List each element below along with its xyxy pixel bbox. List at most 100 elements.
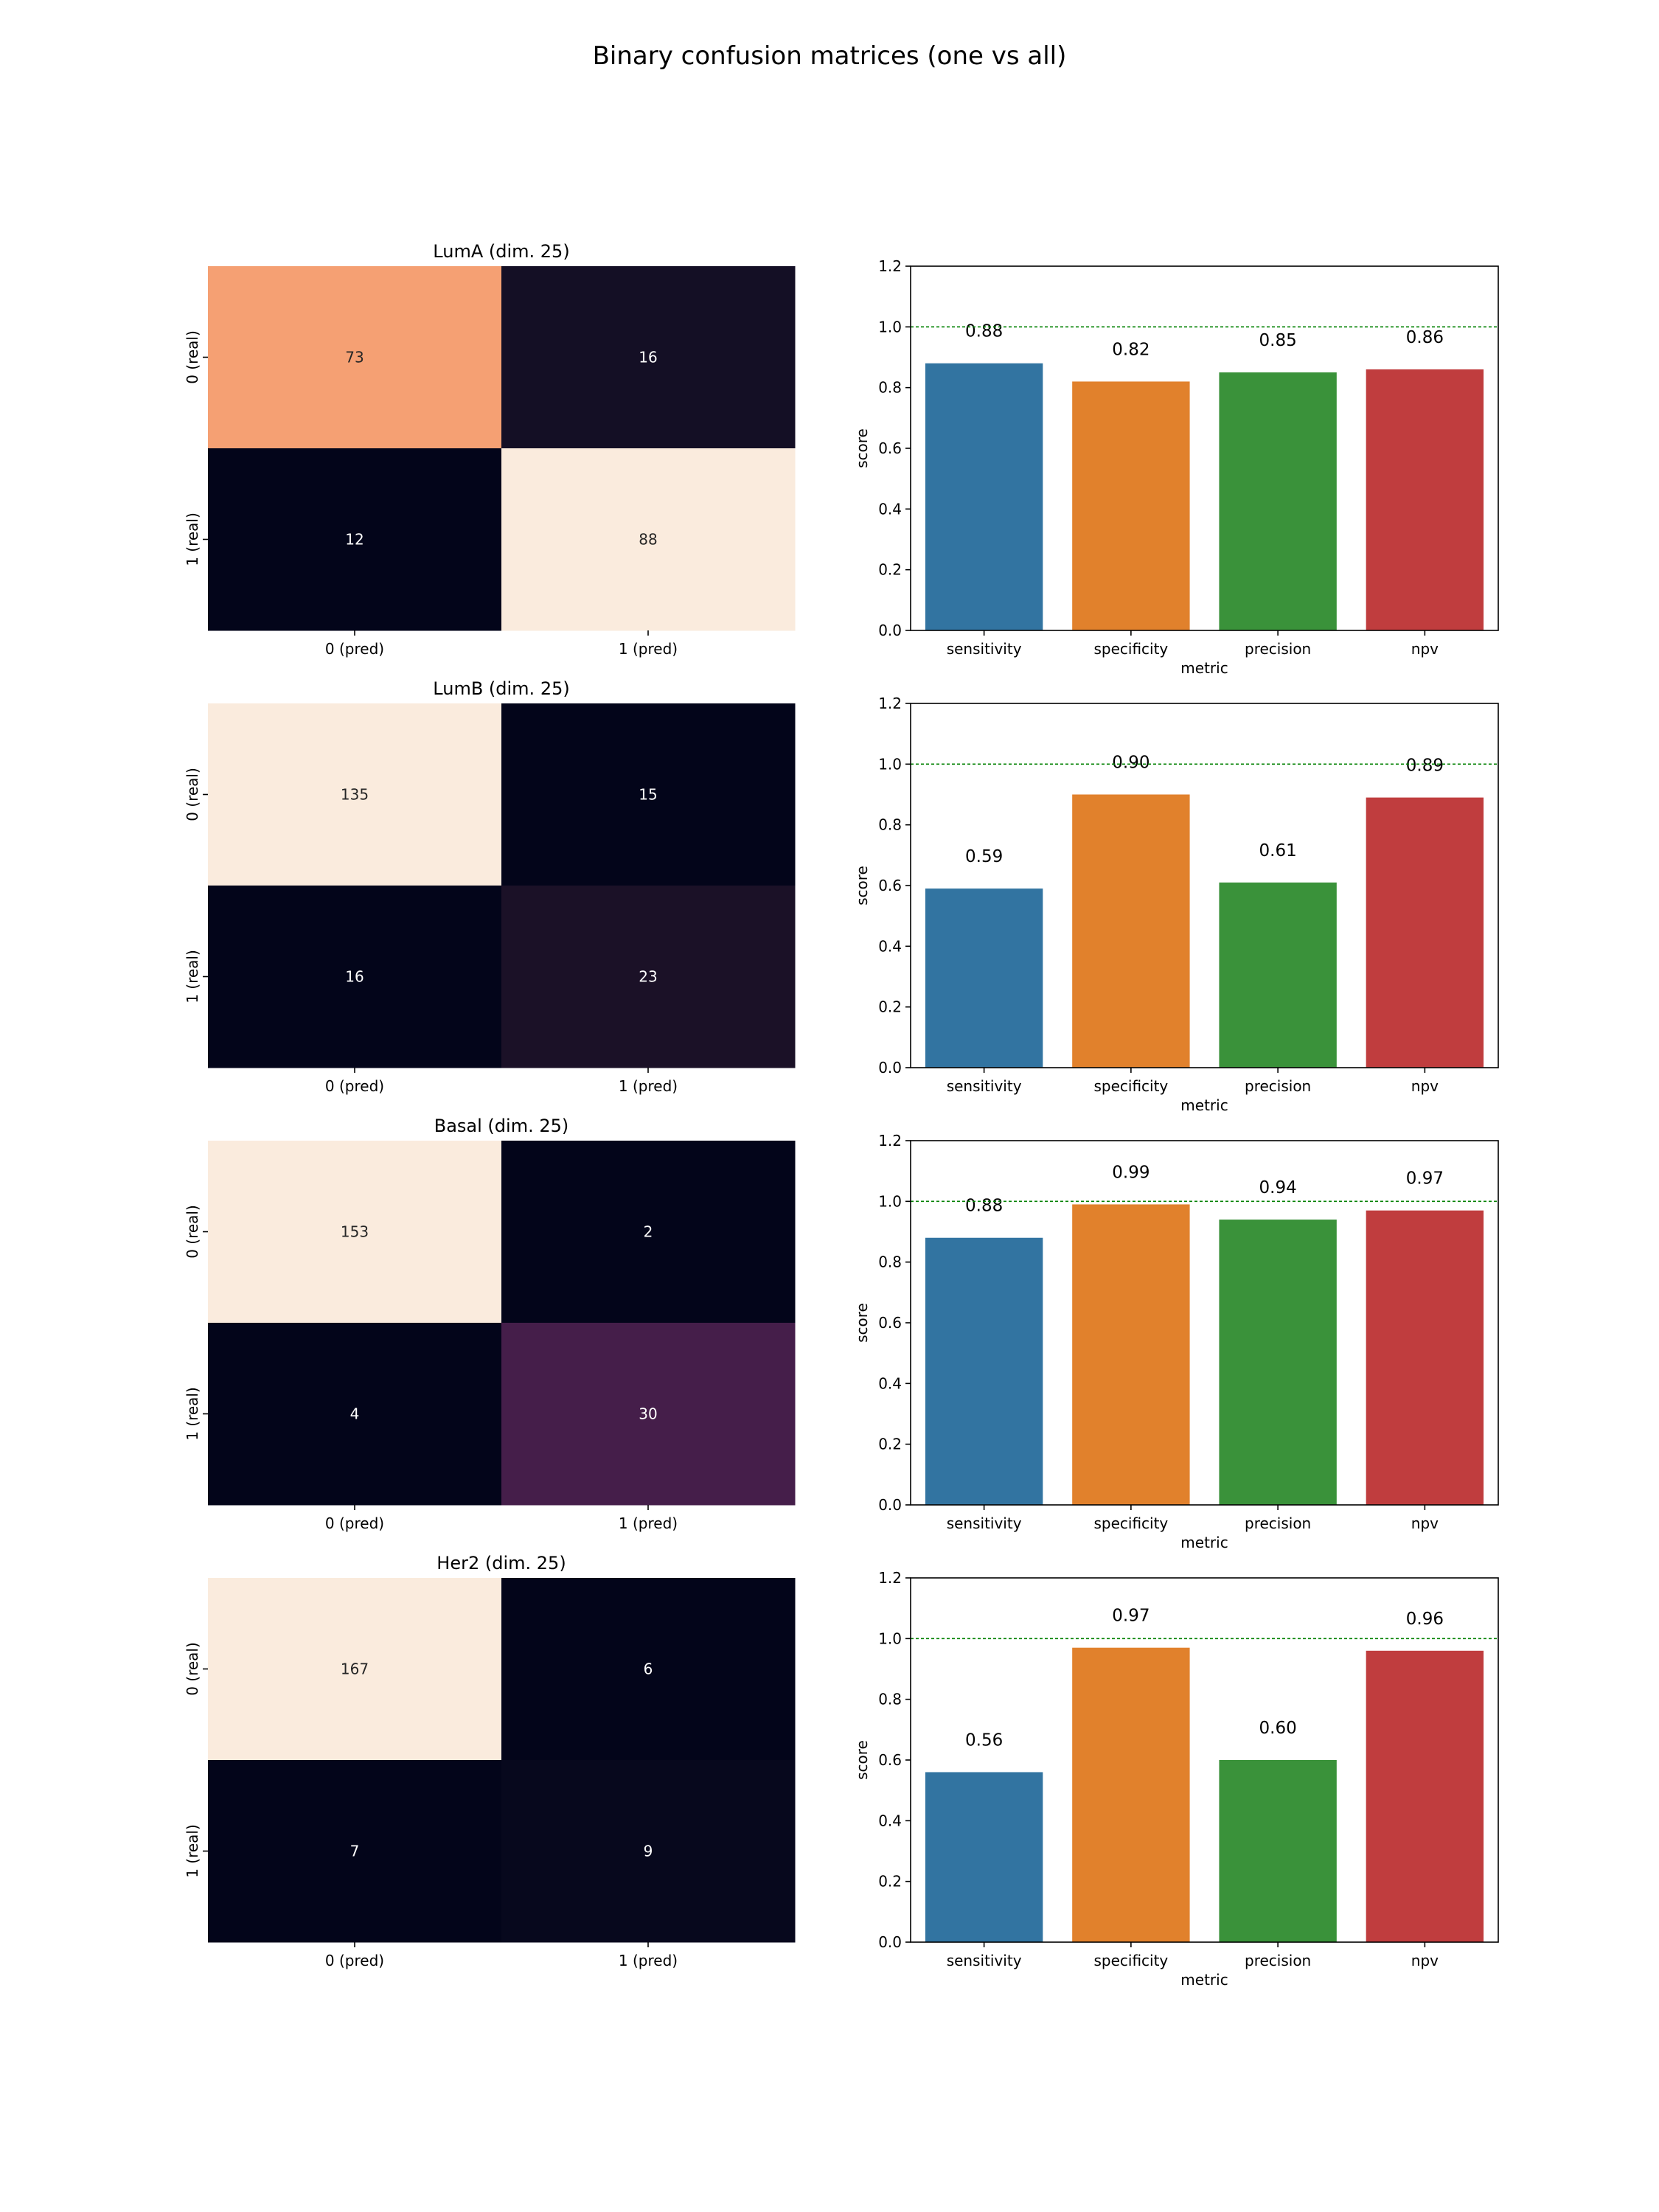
y-tick-label: 0 (real) [184,1205,201,1259]
y-tick-label: 1 (real) [184,950,201,1004]
y-tick-label: 0.6 [878,439,902,457]
heatmap-cell-value: 6 [644,1660,653,1678]
bar-value-label: 0.82 [1112,340,1150,359]
heatmap-cell-value: 88 [639,531,657,549]
y-tick-label: 0.4 [878,1374,902,1392]
x-tick-label: specificity [1093,1952,1168,1969]
heatmap-cell [208,448,502,631]
bar-value-label: 0.94 [1259,1178,1297,1197]
heatmap-cell-value: 153 [341,1223,369,1241]
y-tick-label: 1.0 [878,318,902,335]
heatmap-cell-value: 16 [639,349,657,366]
y-tick-label: 0.0 [878,1059,902,1077]
heatmap-cell [208,266,502,449]
x-tick-label: specificity [1093,1514,1168,1532]
x-tick-label: 0 (pred) [325,1514,384,1532]
bar [1072,1647,1190,1942]
bar-value-label: 0.97 [1406,1169,1444,1189]
y-axis-label: score [853,428,871,468]
x-tick-label: precision [1245,1077,1311,1095]
heatmap-panel: LumB (dim. 25) 135 15 16 23 0 (pred) 1 (pred) 0… [184,678,796,1095]
bar [1072,381,1190,630]
panels: LumA (dim. 25) 73 16 12 88 0 (pred) 1 (pred) 0 … [184,241,1499,1989]
heatmap-cell [501,266,796,449]
bar-chart-panel: 0.0 0.2 0.4 0.6 0.8 1.0 1.2 0.88 sensitivity 0.82… [853,257,1499,677]
heatmap-cell-value: 30 [639,1405,657,1423]
heatmap-cell-value: 2 [644,1223,653,1241]
y-tick-label: 0.6 [878,1751,902,1769]
bar-value-label: 0.59 [965,847,1003,866]
heatmap-cell [501,1323,796,1506]
y-axis-label: score [853,1740,871,1780]
x-tick-label: precision [1245,640,1311,658]
x-tick-label: sensitivity [947,1077,1022,1095]
axes-frame [910,1577,1499,1943]
y-tick-label: 0.2 [878,1436,902,1453]
bar-value-label: 0.61 [1259,841,1297,860]
x-tick-label: 0 (pred) [325,640,384,658]
x-tick-label: precision [1245,1952,1311,1969]
heatmap-cell [208,1578,502,1761]
bar [925,888,1043,1068]
bar [1219,1220,1337,1505]
y-tick-label: 0.2 [878,1873,902,1891]
axes-frame [910,265,1499,631]
x-tick-label: sensitivity [947,1952,1022,1969]
y-tick-label: 0 (real) [184,768,201,821]
heatmap-cell [501,1578,796,1761]
x-tick-label: npv [1411,1077,1439,1095]
x-tick-label: precision [1245,1514,1311,1532]
x-tick-label: specificity [1093,640,1168,658]
heatmap-panel: Basal (dim. 25) 153 2 4 30 0 (pred) 1 (pred) 0 … [184,1116,796,1532]
axes-frame [910,1140,1499,1506]
y-axis-label: score [853,1303,871,1343]
heatmap-panel: LumA (dim. 25) 73 16 12 88 0 (pred) 1 (pred) 0 … [184,241,796,658]
x-tick-label: sensitivity [947,1514,1022,1532]
y-tick-label: 1.2 [878,1569,902,1587]
y-tick-label: 0.8 [878,1253,902,1271]
y-tick-label: 0.8 [878,379,902,397]
heatmap-cell [208,703,502,886]
x-tick-label: 1 (pred) [619,1952,678,1969]
heatmap-cell-value: 73 [345,349,364,366]
bar [1366,1650,1484,1942]
bar [1219,1760,1337,1942]
heatmap-cell-value: 16 [345,968,364,986]
bar-chart-panel: 0.0 0.2 0.4 0.6 0.8 1.0 1.2 0.59 sensitivity 0.90… [853,695,1499,1114]
heatmap-cell [501,703,796,886]
heatmap-cell [501,886,796,1068]
bar [925,1237,1043,1505]
heatmap-cell [208,1760,502,1943]
x-tick-label: 1 (pred) [619,1077,678,1095]
heatmap-cell [208,1141,502,1324]
bar [925,1772,1043,1942]
heatmap-title: Basal (dim. 25) [434,1116,568,1136]
y-tick-label: 1 (real) [184,1824,201,1878]
heatmap-cell [208,1323,502,1506]
heatmap-panel: Her2 (dim. 25) 167 6 7 9 0 (pred) 1 (pred) 0 (r… [184,1553,796,1969]
bar-chart-panel: 0.0 0.2 0.4 0.6 0.8 1.0 1.2 0.88 sensitivity 0.99… [853,1132,1499,1551]
y-tick-label: 1.0 [878,1630,902,1647]
y-tick-label: 0.2 [878,998,902,1016]
heatmap-cell [501,1141,796,1324]
bar-value-label: 0.56 [965,1731,1003,1750]
x-tick-label: sensitivity [947,640,1022,658]
y-tick-label: 0.4 [878,937,902,955]
bar [925,363,1043,630]
bar-value-label: 0.90 [1112,754,1150,773]
y-tick-label: 0.4 [878,1812,902,1829]
bar-value-label: 0.89 [1406,757,1444,776]
y-tick-label: 0.6 [878,1314,902,1332]
bar [1366,369,1484,630]
heatmap-cell-value: 9 [644,1843,653,1860]
heatmap-cell [208,886,502,1068]
y-axis-label: score [853,866,871,905]
heatmap-cell [501,448,796,631]
heatmap-cell-value: 15 [639,786,657,804]
heatmap-cell-value: 167 [341,1660,369,1678]
axes-frame [910,703,1499,1068]
bar-value-label: 0.88 [965,322,1003,341]
bar-value-label: 0.86 [1406,328,1444,347]
heatmap-title: LumA (dim. 25) [433,241,569,262]
y-tick-label: 0.0 [878,622,902,639]
